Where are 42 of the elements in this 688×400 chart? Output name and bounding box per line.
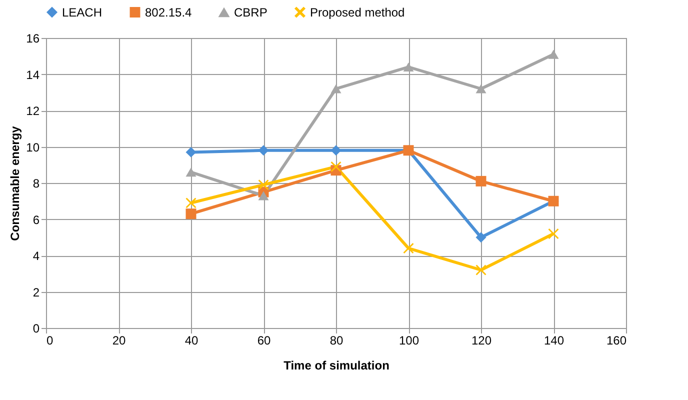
x-tick-label: 140	[544, 334, 564, 348]
point	[476, 264, 486, 276]
y-tick-label: 10	[26, 140, 40, 154]
y-tick-label: 16	[26, 32, 40, 46]
y-tick-label: 12	[26, 104, 40, 118]
legend-label: CBRP	[234, 6, 268, 20]
y-tick-label: 0	[32, 322, 40, 336]
y-tick-label: 8	[32, 176, 40, 190]
x-tick-label: 60	[257, 334, 271, 348]
point	[330, 84, 342, 94]
x-axis-title: Time of simulation	[284, 358, 390, 372]
x-tick-label: 0	[46, 334, 54, 348]
legend-label: 802.15.4	[145, 5, 192, 20]
y-tick-label: 2	[32, 285, 40, 300]
point	[330, 161, 342, 172]
point	[258, 145, 269, 156]
point	[186, 198, 196, 208]
point	[258, 191, 269, 200]
x-tick-label: 40	[184, 334, 198, 348]
y-tick-label: 4	[32, 249, 40, 263]
y-axis-title: Consumable energy	[8, 126, 22, 241]
point	[186, 168, 196, 177]
legend-label: LEACH	[62, 5, 102, 20]
x-tick-label: 100	[398, 334, 420, 348]
y-tick-label: 6	[32, 212, 40, 227]
point	[403, 243, 414, 254]
legend-label: Proposed method	[310, 5, 405, 20]
x-tick-label: 160	[606, 334, 627, 348]
point	[258, 180, 269, 190]
point	[548, 50, 559, 59]
point	[548, 228, 559, 239]
point	[476, 84, 486, 94]
point	[186, 208, 196, 220]
y-tick-label: 14	[26, 68, 40, 82]
point	[403, 62, 414, 72]
point	[476, 232, 486, 243]
x-tick-label: 120	[471, 334, 492, 348]
x-tick-label: 20	[112, 334, 126, 348]
x-tick-label: 80	[330, 334, 344, 348]
point	[476, 176, 486, 186]
point	[186, 146, 196, 158]
point	[330, 145, 342, 156]
